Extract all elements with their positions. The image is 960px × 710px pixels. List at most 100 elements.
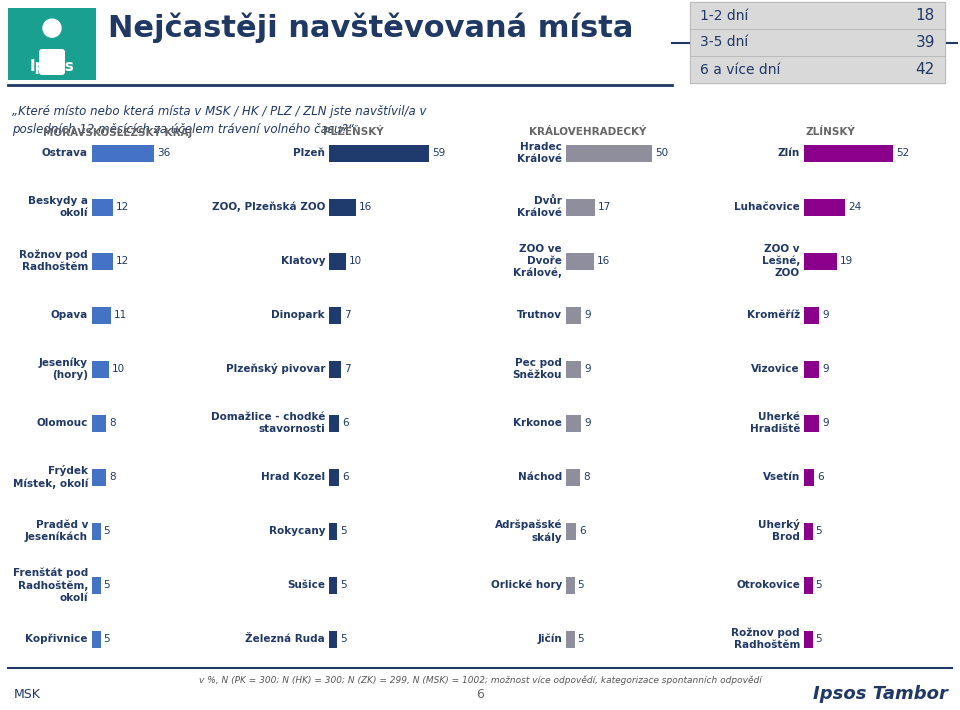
Text: 10: 10 <box>112 364 126 374</box>
Text: 6: 6 <box>342 418 348 428</box>
Text: Adršpašské
skály: Adršpašské skály <box>494 520 562 542</box>
Text: 1-2 dní: 1-2 dní <box>700 9 749 23</box>
Text: Dinopark: Dinopark <box>272 310 325 320</box>
Text: Kroměříž: Kroměříž <box>747 310 800 320</box>
Bar <box>329 253 346 270</box>
FancyBboxPatch shape <box>690 2 945 29</box>
Bar <box>92 145 154 161</box>
Text: 12: 12 <box>115 256 129 266</box>
Text: 5: 5 <box>341 526 348 536</box>
Text: 9: 9 <box>585 310 591 320</box>
Text: Náchod: Náchod <box>517 472 562 482</box>
Text: MSK: MSK <box>14 687 41 701</box>
Text: Trutnov: Trutnov <box>517 310 562 320</box>
Bar <box>566 361 582 378</box>
Bar <box>92 577 101 594</box>
Text: „Které místo nebo která místa v MSK / HK / PLZ / ZLN jste navštívil/a v
poslední: „Které místo nebo která místa v MSK / HK… <box>12 105 426 136</box>
Bar <box>566 253 593 270</box>
Text: 5: 5 <box>816 526 822 536</box>
Text: Železná Ruda: Železná Ruda <box>245 634 325 644</box>
Bar <box>329 361 341 378</box>
Text: Ipsos: Ipsos <box>30 58 75 74</box>
Text: 9: 9 <box>823 310 829 320</box>
Text: Kopřivnice: Kopřivnice <box>26 634 88 644</box>
Bar <box>804 415 820 432</box>
Text: 6: 6 <box>476 687 484 701</box>
Text: 19: 19 <box>839 256 852 266</box>
Text: Sušice: Sušice <box>287 580 325 590</box>
Text: 16: 16 <box>596 256 610 266</box>
Text: 5: 5 <box>816 634 822 644</box>
Bar <box>329 523 338 540</box>
Bar <box>92 307 111 324</box>
Text: 3-5 dní: 3-5 dní <box>700 36 748 50</box>
Bar <box>804 145 893 161</box>
Text: 59: 59 <box>432 148 445 158</box>
Text: Plzeň: Plzeň <box>293 148 325 158</box>
Text: 8: 8 <box>108 472 115 482</box>
Text: Beskydy a
okolí: Beskydy a okolí <box>28 196 88 218</box>
Text: Zlín: Zlín <box>778 148 800 158</box>
Bar <box>329 469 339 486</box>
Text: 5: 5 <box>104 580 110 590</box>
Text: 10: 10 <box>348 256 362 266</box>
Text: 6: 6 <box>342 472 348 482</box>
Text: Frýdek
Místek, okolí: Frýdek Místek, okolí <box>12 465 88 488</box>
Text: Hrad Kozel: Hrad Kozel <box>261 472 325 482</box>
Bar <box>804 469 814 486</box>
Text: ZOO v
Lešné,
ZOO: ZOO v Lešné, ZOO <box>761 244 800 278</box>
Text: Vsetín: Vsetín <box>763 472 800 482</box>
Text: 5: 5 <box>578 634 585 644</box>
Text: KRÁLOVEHRADECKÝ: KRÁLOVEHRADECKÝ <box>529 127 647 137</box>
Bar <box>804 523 812 540</box>
Text: 39: 39 <box>916 35 935 50</box>
Text: 18: 18 <box>916 8 935 23</box>
Bar <box>566 145 652 161</box>
Text: Plzeňský pivovar: Plzeňský pivovar <box>226 364 325 374</box>
Text: 7: 7 <box>344 364 350 374</box>
Text: 6: 6 <box>579 526 586 536</box>
Text: 5: 5 <box>578 580 585 590</box>
Text: Rokycany: Rokycany <box>269 526 325 536</box>
Text: Nejčastěji navštěvovaná místa: Nejčastěji navštěvovaná místa <box>108 13 634 43</box>
FancyBboxPatch shape <box>690 56 945 83</box>
Text: 11: 11 <box>114 310 127 320</box>
Bar <box>92 415 106 432</box>
Text: Krkonoe: Krkonoe <box>514 418 562 428</box>
Bar <box>92 630 101 648</box>
Text: 8: 8 <box>108 418 115 428</box>
Bar <box>566 577 575 594</box>
Text: Orlické hory: Orlické hory <box>491 580 562 590</box>
Bar <box>92 523 101 540</box>
Text: Klatovy: Klatovy <box>280 256 325 266</box>
Bar <box>329 577 338 594</box>
Bar <box>566 523 576 540</box>
Text: 5: 5 <box>104 634 110 644</box>
Text: Ostrava: Ostrava <box>42 148 88 158</box>
Text: Olomouc: Olomouc <box>36 418 88 428</box>
Bar <box>804 199 845 216</box>
Bar <box>92 253 112 270</box>
Text: 17: 17 <box>598 202 612 212</box>
Text: 5: 5 <box>816 580 822 590</box>
Text: 9: 9 <box>585 418 591 428</box>
Text: 8: 8 <box>583 472 589 482</box>
Text: Jičín: Jičín <box>538 634 562 644</box>
Text: v %, N (PK = 300; N (HK) = 300; N (ZK) = 299, N (MSK) = 1002; možnost více odpov: v %, N (PK = 300; N (HK) = 300; N (ZK) =… <box>199 675 761 684</box>
FancyBboxPatch shape <box>39 49 65 75</box>
Text: Uherké
Hradiště: Uherké Hradiště <box>750 412 800 434</box>
Text: 5: 5 <box>341 580 348 590</box>
Text: ZOO, Plzeňská ZOO: ZOO, Plzeňská ZOO <box>211 202 325 212</box>
Text: ZLÍNSKÝ: ZLÍNSKÝ <box>805 127 854 137</box>
FancyBboxPatch shape <box>8 8 96 80</box>
Bar <box>92 361 109 378</box>
Text: Uherký
Brod: Uherký Brod <box>758 520 800 542</box>
Text: 36: 36 <box>157 148 170 158</box>
Text: Vizovice: Vizovice <box>752 364 800 374</box>
Bar <box>804 630 812 648</box>
Bar <box>329 630 338 648</box>
Text: PLZEŇSKÝ: PLZEŇSKÝ <box>323 127 383 137</box>
Bar <box>566 630 575 648</box>
Text: 42: 42 <box>916 62 935 77</box>
Bar <box>329 199 356 216</box>
